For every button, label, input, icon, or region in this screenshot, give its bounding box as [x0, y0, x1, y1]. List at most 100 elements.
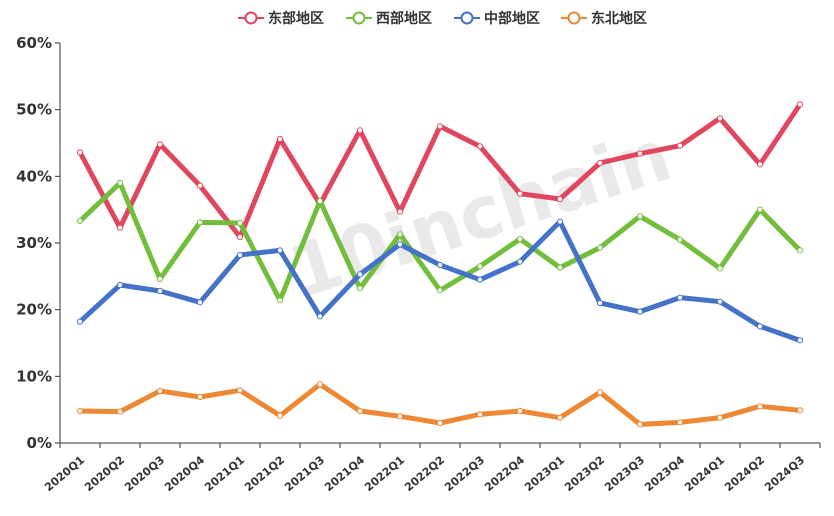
data-point [436, 261, 444, 269]
data-point [356, 285, 364, 292]
series-lines [76, 101, 804, 428]
data-point [476, 143, 484, 150]
data-point [516, 407, 524, 415]
data-point [476, 276, 484, 283]
data-point [116, 281, 124, 289]
data-point [436, 419, 444, 427]
data-point [356, 407, 364, 415]
data-point [756, 323, 764, 330]
data-point [196, 393, 204, 401]
data-point [476, 411, 484, 418]
y-tick-label: 20% [16, 301, 52, 319]
legend-marker-icon [567, 11, 581, 25]
x-tick-label: 2020Q4 [162, 453, 207, 494]
x-tick-label: 2021Q1 [202, 453, 247, 494]
data-point [236, 233, 244, 241]
y-axis: 0% 10% 20% 30% 40% 50% 60% [16, 34, 61, 452]
data-point [636, 213, 644, 220]
data-point [556, 195, 564, 203]
data-point [116, 408, 124, 415]
legend[interactable]: 东部地区 西部地区 中部地区 东北地区 [238, 10, 647, 27]
series-2 [76, 179, 804, 304]
y-tick-label: 50% [16, 101, 52, 119]
data-point [556, 414, 564, 421]
watermark: 10inchain [280, 113, 681, 315]
data-point [116, 179, 124, 187]
data-point [676, 142, 684, 149]
data-point [756, 403, 764, 410]
data-point [676, 419, 684, 426]
x-tick-label: 2020Q2 [82, 453, 127, 494]
data-point [156, 387, 164, 395]
data-point [636, 150, 644, 157]
data-point [516, 258, 524, 265]
data-point [276, 247, 284, 254]
data-point [196, 299, 204, 306]
x-tick-label: 2023Q4 [642, 453, 687, 494]
x-tick-label: 2023Q1 [522, 453, 567, 494]
x-tick-label: 2022Q4 [482, 453, 527, 494]
data-point [756, 206, 764, 213]
data-point [276, 297, 284, 304]
data-point [596, 389, 604, 396]
x-tick-label: 2023Q3 [602, 453, 647, 494]
data-point [276, 412, 284, 419]
data-point [716, 265, 724, 272]
data-point [716, 115, 724, 122]
x-tick-label: 2021Q3 [282, 453, 327, 494]
data-point [276, 135, 284, 143]
data-point [396, 231, 404, 238]
data-point [396, 413, 404, 420]
legend-item[interactable]: 中部地区 [454, 10, 540, 27]
legend-label: 东北地区 [591, 10, 647, 27]
data-point [436, 123, 444, 130]
legend-item[interactable]: 西部地区 [346, 10, 432, 27]
legend-marker-icon [460, 11, 474, 25]
data-point [676, 236, 684, 243]
data-point [796, 101, 804, 108]
data-point [716, 414, 724, 421]
data-point [756, 161, 764, 168]
data-point [676, 294, 684, 301]
data-point [76, 407, 84, 415]
legend-item[interactable]: 东部地区 [238, 10, 324, 27]
data-point [716, 298, 724, 305]
data-point [76, 318, 84, 325]
legend-marker-icon [352, 11, 366, 25]
data-point [396, 208, 404, 215]
data-point [116, 224, 124, 231]
series-1 [76, 101, 804, 241]
data-point [356, 271, 364, 278]
data-point [396, 241, 404, 248]
data-point [636, 308, 644, 315]
data-point [796, 337, 804, 344]
data-point [476, 263, 484, 270]
data-point [636, 421, 644, 428]
legend-marker-icon [244, 11, 258, 25]
data-point [236, 251, 244, 259]
x-tick-label: 2020Q1 [42, 453, 87, 494]
legend-label: 西部地区 [376, 10, 432, 27]
x-tick-label: 2023Q2 [562, 453, 607, 494]
data-point [316, 197, 324, 205]
data-point [76, 149, 84, 156]
x-tick-label: 2024Q1 [682, 453, 727, 494]
y-tick-label: 60% [16, 34, 52, 52]
series-3 [76, 218, 804, 344]
legend-item[interactable]: 东北地区 [561, 10, 647, 27]
x-tick-label: 2021Q2 [242, 453, 287, 494]
y-tick-label: 40% [16, 167, 52, 185]
y-tick-label: 0% [27, 434, 52, 452]
data-point [236, 387, 244, 394]
x-tick-label: 2024Q3 [762, 453, 807, 494]
data-point [596, 299, 604, 307]
series-line [77, 381, 803, 427]
data-point [316, 381, 324, 388]
x-tick-label: 2021Q4 [322, 453, 367, 494]
x-tick-label: 2022Q3 [442, 453, 487, 494]
data-point [196, 182, 204, 189]
x-axis: 2020Q12020Q22020Q32020Q42021Q12021Q22021… [42, 442, 821, 494]
data-point [596, 244, 604, 251]
